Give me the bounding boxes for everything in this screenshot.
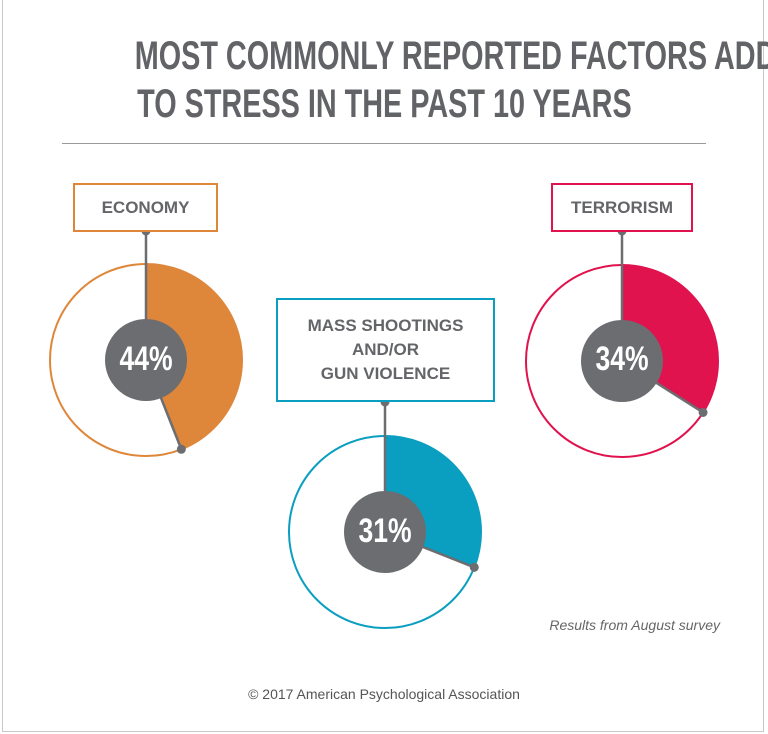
label-gun-line-2: AND/OR: [351, 340, 420, 359]
edge-dot-mass-shootings-and-or-gun-violence: [469, 562, 479, 572]
edge-dot-terrorism: [698, 407, 708, 417]
label-box-gun-violence: MASS SHOOTINGS AND/OR GUN VIOLENCE: [276, 298, 495, 402]
label-terrorism: TERRORISM: [571, 197, 673, 217]
label-economy: ECONOMY: [101, 197, 190, 217]
title-line-2: TO STRESS IN THE PAST 10 YEARS: [136, 82, 632, 126]
divider: [62, 143, 706, 144]
center-badge-terrorism: [581, 320, 663, 402]
copyright: © 2017 American Psychological Associatio…: [248, 686, 520, 702]
center-badge-mass-shootings-and-or-gun-violence: [344, 491, 426, 573]
pct-gun-violence: 31%: [358, 512, 412, 550]
survey-note: Results from August survey: [549, 617, 720, 633]
title-line-1: MOST COMMONLY REPORTED FACTORS ADDING: [134, 34, 768, 78]
label-gun-line-3: GUN VIOLENCE: [320, 364, 451, 383]
label-gun-line-1: MASS SHOOTINGS: [307, 316, 464, 335]
label-box-economy: ECONOMY: [73, 183, 218, 232]
center-badge-economy: [105, 319, 187, 401]
label-box-terrorism: TERRORISM: [551, 183, 693, 232]
pie-slice-economy: [146, 264, 243, 450]
pct-terrorism: 34%: [595, 340, 649, 378]
edge-dot-economy: [176, 444, 186, 454]
pct-economy: 44%: [119, 340, 173, 378]
